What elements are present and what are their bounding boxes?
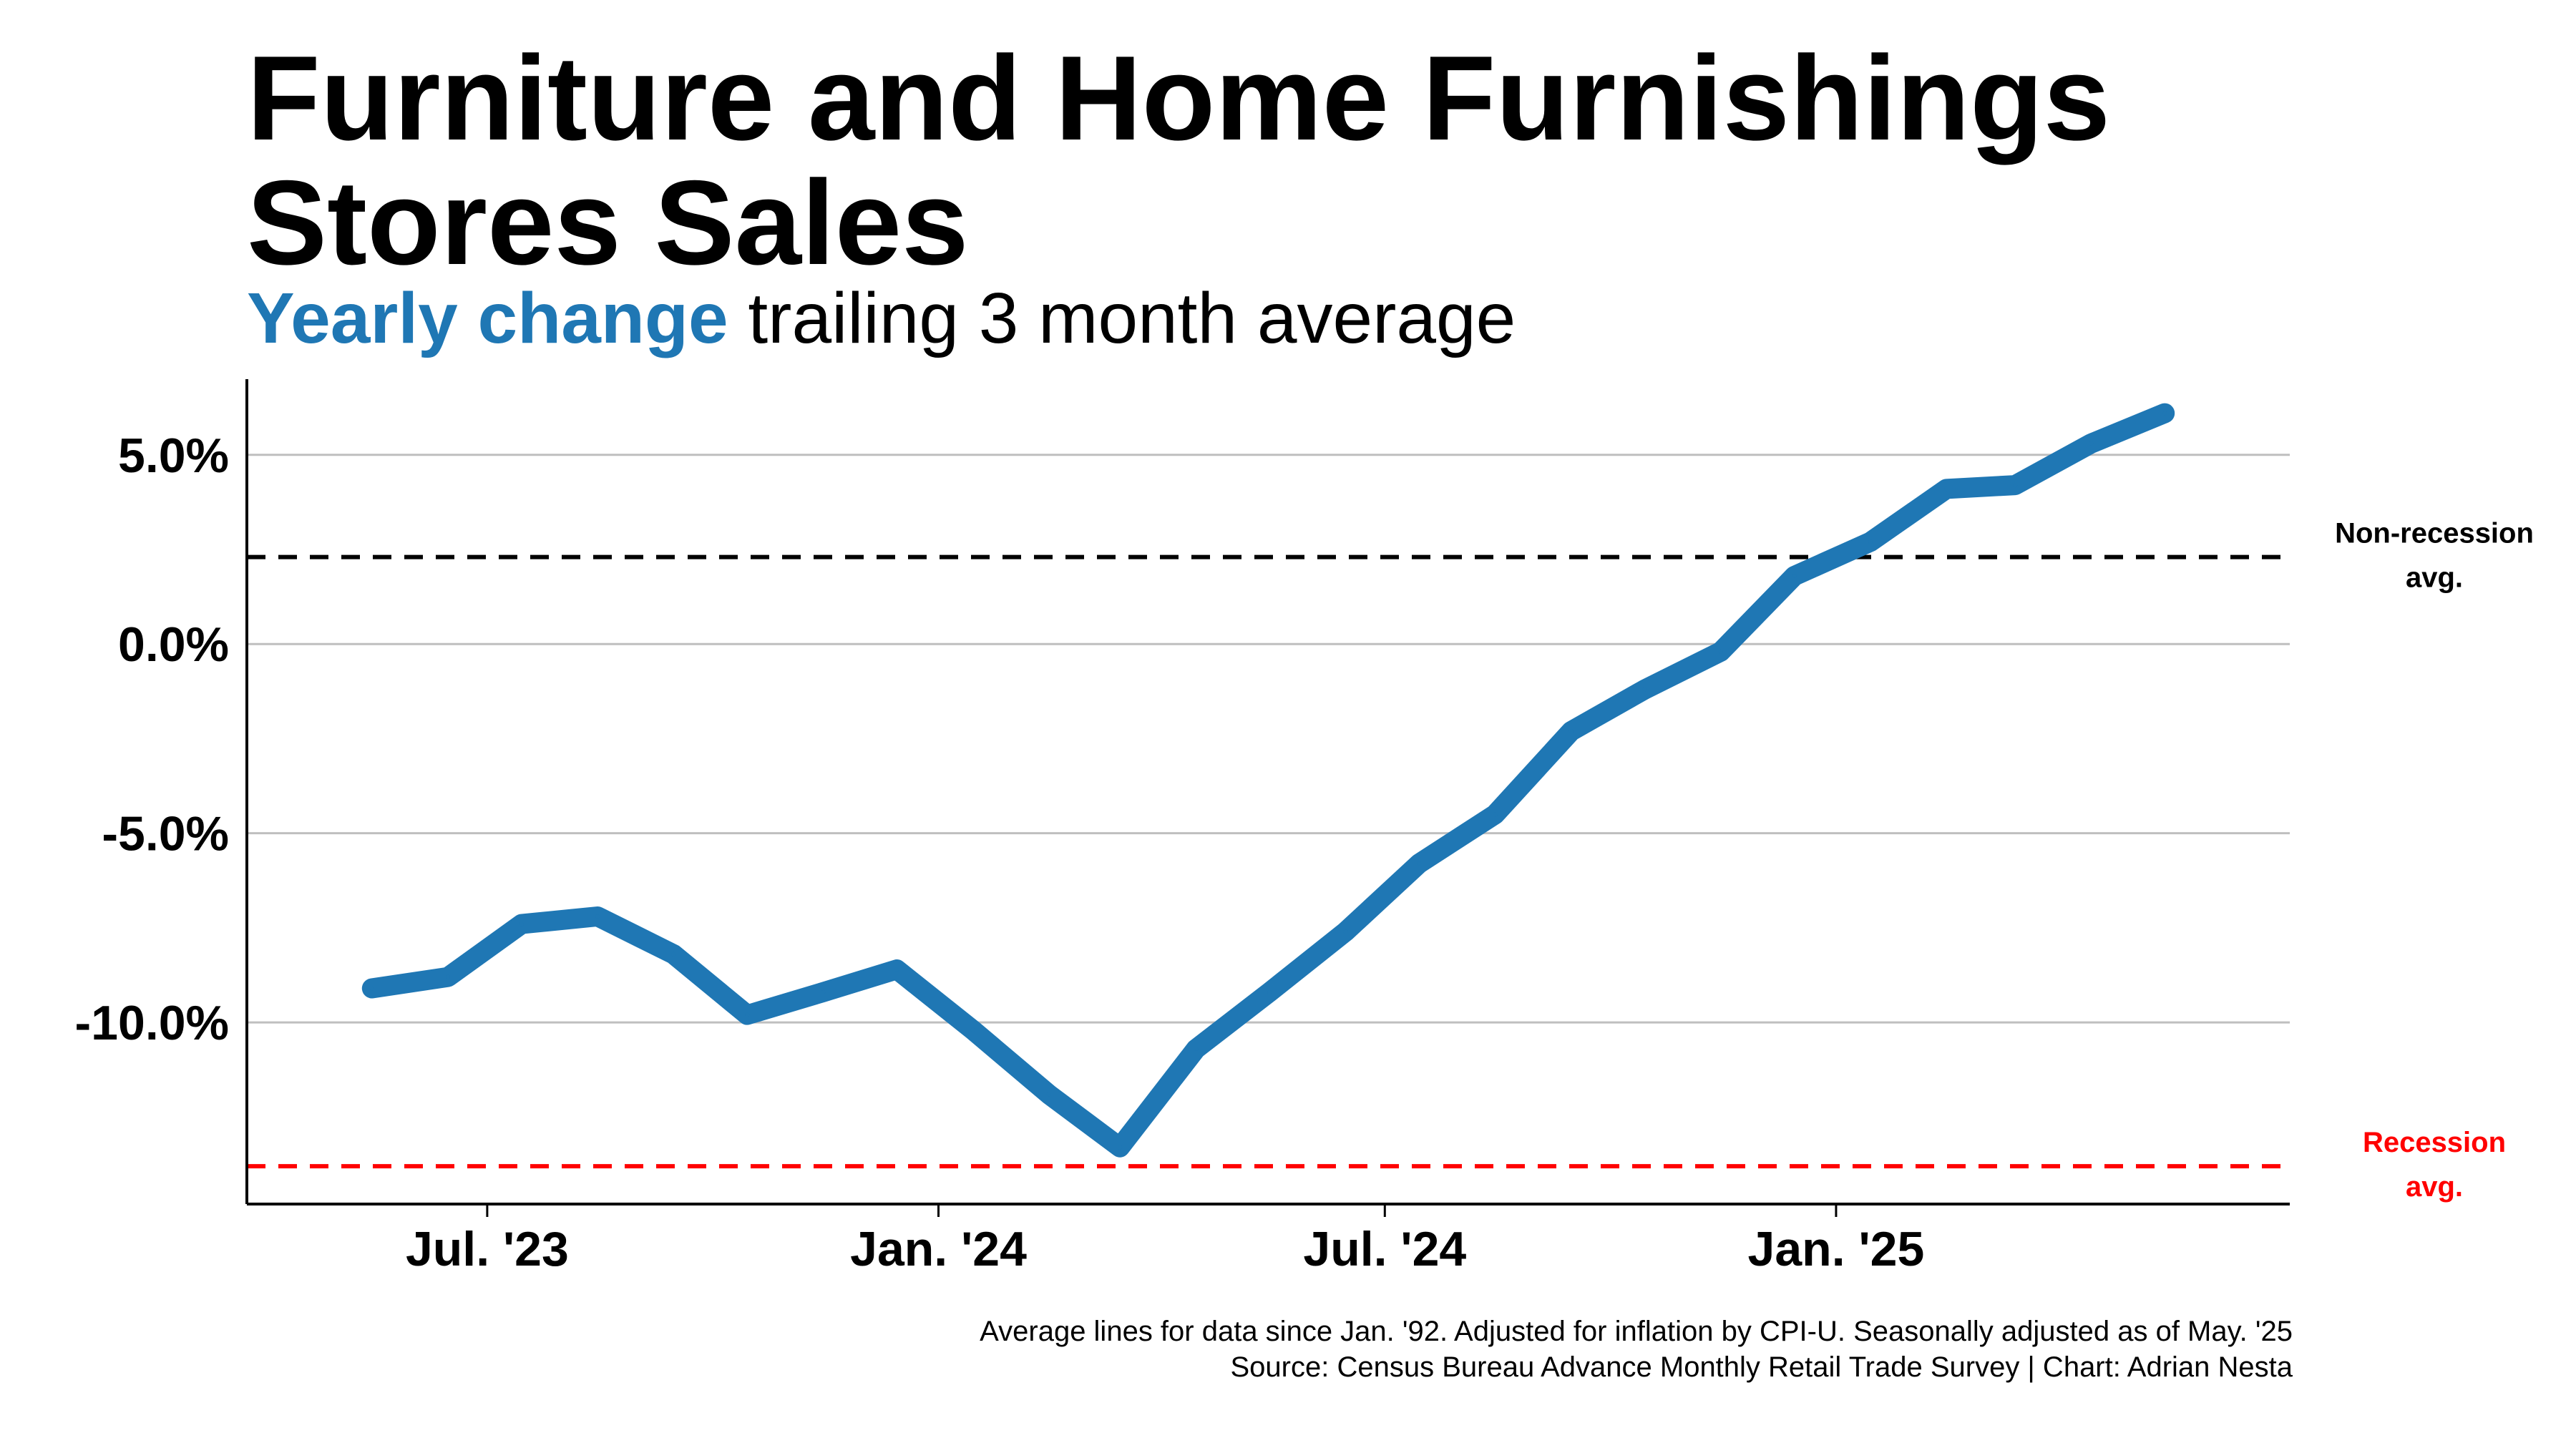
data-point (1642, 687, 1647, 692)
data-point (1046, 1092, 1051, 1097)
data-point (446, 974, 451, 979)
footnote: Average lines for data since Jan. '92. A… (980, 1314, 2293, 1385)
x-tick-label: Jul. '24 (1303, 1222, 1466, 1276)
data-point (1267, 989, 1272, 994)
non-recession-avg-label: Non-recession (2335, 518, 2534, 549)
labels: 5.0% 0.0% -5.0% -10.0% Non-recession avg. Rece… (75, 429, 2534, 1276)
axes (245, 379, 2290, 1217)
x-tick-label: Jan. '24 (850, 1222, 1027, 1276)
non-recession-avg-label: avg. (2406, 562, 2463, 594)
data-point (2013, 483, 2018, 488)
data-point (595, 914, 600, 919)
chart-subtitle: Yearly change trailing 3 month average (247, 275, 1516, 361)
subtitle-highlight: Yearly change (247, 278, 728, 358)
data-point (1493, 812, 1498, 817)
y-tick-label: 0.0% (118, 617, 229, 672)
footnote-source: Source: Census Bureau Advance Monthly Re… (1230, 1351, 2293, 1383)
gridlines (247, 454, 2290, 1024)
reference-lines (247, 554, 2290, 1169)
data-point (1118, 1145, 1123, 1150)
data-point (1343, 929, 1348, 934)
subtitle-rest: trailing 3 month average (728, 278, 1516, 358)
recession-avg-label: avg. (2406, 1171, 2463, 1203)
series-line (361, 403, 2175, 1158)
data-point (1868, 539, 1873, 544)
data-point (2089, 441, 2094, 446)
y-tick-label: -5.0% (102, 807, 229, 861)
data-point (821, 989, 826, 994)
data-point (1194, 1047, 1199, 1052)
data-point (519, 921, 524, 926)
chart-title: Furniture and Home Furnishings Stores Sa… (247, 31, 2111, 290)
recession-avg-label: Recession (2363, 1127, 2506, 1158)
y-tick-label: -10.0% (75, 996, 229, 1050)
data-point (745, 1012, 750, 1017)
data-point (2162, 411, 2167, 416)
data-point (970, 1027, 975, 1032)
data-point (369, 986, 374, 991)
y-tick-label: 5.0% (118, 429, 229, 483)
data-point (671, 952, 676, 957)
data-point (1417, 861, 1422, 866)
footnote-note: Average lines for data since Jan. '92. A… (980, 1316, 2293, 1347)
data-point (1568, 728, 1574, 733)
data-point (1792, 574, 1797, 579)
series-layer (361, 403, 2175, 1158)
x-tick-label: Jan. '25 (1748, 1222, 1925, 1276)
data-point (894, 967, 899, 972)
data-point (1718, 649, 1723, 654)
x-tick-label: Jul. '23 (406, 1222, 569, 1276)
data-point (1944, 486, 1949, 491)
